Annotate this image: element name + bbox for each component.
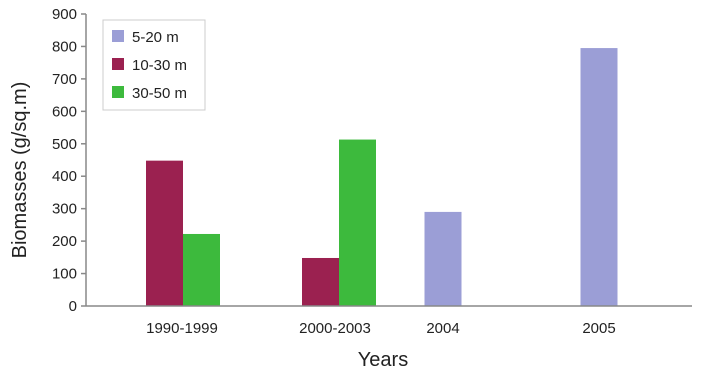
- bars-group: [146, 48, 618, 307]
- y-tick-label: 0: [69, 298, 77, 315]
- y-tick-label: 500: [52, 136, 77, 153]
- y-tick-label: 700: [52, 71, 77, 88]
- legend-swatch: [112, 86, 124, 98]
- bar-30-50m-2000-2003: [339, 139, 376, 306]
- bar-10-30m-2000-2003: [302, 257, 339, 306]
- bar-10-30m-1990-1999: [146, 160, 183, 306]
- x-category-label: 1990-1999: [146, 320, 218, 337]
- legend-label: 10-30 m: [132, 57, 187, 74]
- y-tick-label: 100: [52, 266, 77, 283]
- legend-label: 5-20 m: [132, 29, 179, 46]
- bar-30-50m-1990-1999: [183, 233, 220, 306]
- legend: 5-20 m 10-30 m 30-50 m: [102, 19, 206, 111]
- x-axis-title: Years: [358, 349, 408, 371]
- y-axis-title: Biomasses (g/sq.m): [9, 82, 31, 259]
- x-axis-category-labels: 1990-1999 2000-2003 2004 2005: [146, 320, 616, 337]
- legend-swatch: [112, 58, 124, 70]
- y-axis-ticks: 0 100 200 300 400 500 600 700 800 900: [52, 6, 86, 315]
- y-tick-label: 900: [52, 6, 77, 23]
- bar-5-20m-2005: [580, 48, 618, 307]
- legend-label: 30-50 m: [132, 85, 187, 102]
- y-tick-label: 300: [52, 201, 77, 218]
- y-tick-label: 200: [52, 233, 77, 250]
- x-category-label: 2004: [426, 320, 459, 337]
- bar-5-20m-2004: [424, 211, 462, 306]
- legend-swatch: [112, 30, 124, 42]
- x-category-label: 2005: [582, 320, 615, 337]
- y-tick-label: 600: [52, 103, 77, 120]
- y-tick-label: 400: [52, 168, 77, 185]
- x-category-label: 2000-2003: [299, 320, 371, 337]
- y-tick-label: 800: [52, 38, 77, 55]
